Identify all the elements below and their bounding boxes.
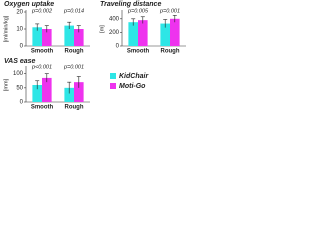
bar bbox=[64, 87, 74, 102]
bar bbox=[32, 27, 42, 46]
y-tick-label: 400 bbox=[109, 16, 120, 22]
bar bbox=[74, 82, 84, 102]
bar bbox=[32, 85, 42, 102]
legend-swatch bbox=[110, 83, 116, 89]
y-tick-label: 20 bbox=[16, 10, 23, 16]
y-axis-label: [mm] bbox=[3, 78, 9, 91]
y-tick-label: 0 bbox=[20, 44, 24, 50]
annotation: p=0.005 bbox=[127, 8, 149, 14]
bar bbox=[160, 23, 170, 46]
legend-label: Moti-Go bbox=[119, 83, 146, 90]
annotation: p=0.014 bbox=[63, 8, 84, 14]
x-tick-label: Rough bbox=[161, 49, 180, 55]
chart-title: Oxygen uptake bbox=[4, 1, 54, 8]
legend-label: KidChair bbox=[119, 73, 149, 80]
bar bbox=[170, 18, 180, 46]
bar bbox=[128, 22, 138, 46]
x-tick-label: Rough bbox=[65, 105, 84, 111]
bar bbox=[74, 29, 84, 46]
annotation: p<0.001 bbox=[31, 64, 52, 70]
bar bbox=[138, 20, 148, 46]
y-tick-label: 200 bbox=[109, 30, 120, 36]
y-tick-label: 0 bbox=[20, 100, 24, 106]
figure: Oxygen uptake [ml/min/kg] 0 10 20 Smooth p=0.0… bbox=[3, 1, 186, 111]
bar bbox=[42, 29, 52, 46]
y-axis-label: [m] bbox=[99, 25, 105, 33]
chart-title: Traveling distance bbox=[100, 1, 161, 8]
y-tick-label: 10 bbox=[16, 27, 23, 33]
bar bbox=[42, 77, 52, 102]
x-tick-label: Smooth bbox=[31, 49, 54, 55]
x-tick-label: Smooth bbox=[127, 49, 150, 55]
y-axis-label: [ml/min/kg] bbox=[3, 15, 9, 42]
annotation: p=0.001 bbox=[159, 8, 180, 14]
bar bbox=[64, 25, 74, 46]
chart-title: VAS ease bbox=[4, 58, 35, 65]
annotation: p=0.002 bbox=[31, 8, 52, 14]
x-tick-label: Smooth bbox=[31, 105, 54, 111]
legend-swatch bbox=[110, 73, 116, 79]
y-tick-label: 100 bbox=[13, 71, 24, 77]
x-tick-label: Rough bbox=[65, 49, 84, 55]
y-tick-label: 50 bbox=[16, 85, 23, 91]
annotation: p=0.001 bbox=[63, 64, 84, 70]
y-tick-label: 0 bbox=[116, 44, 120, 50]
